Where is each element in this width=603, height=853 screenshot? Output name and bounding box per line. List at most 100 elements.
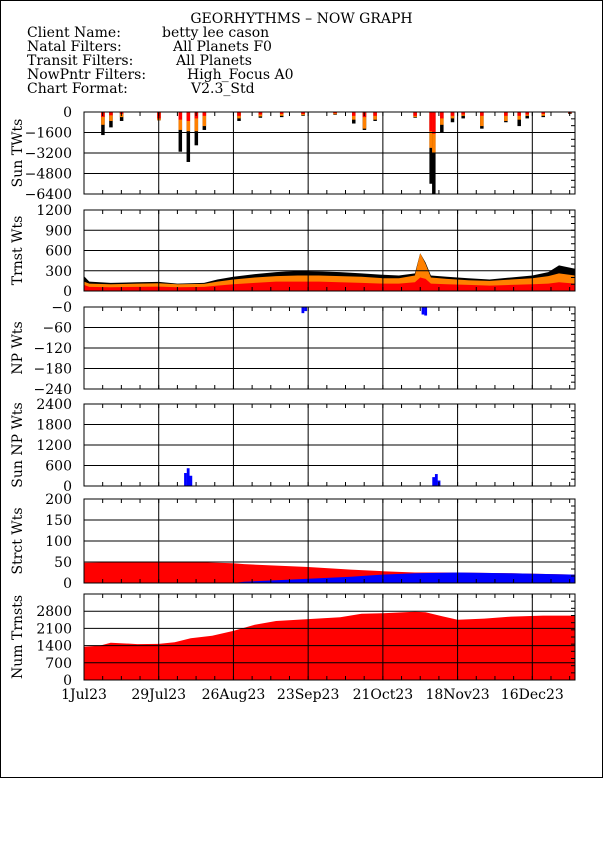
y-tick-label: 700	[45, 656, 72, 672]
y-tick-label: 1400	[36, 639, 72, 655]
y-tick-label: 50	[54, 555, 72, 571]
y-tick-label: 1800	[36, 418, 72, 434]
header-value-format: V2.3_Std	[191, 81, 255, 97]
y-axis-label: Sun TWts	[10, 119, 26, 188]
panel-trnst-wts: 1200 900 600 300 0 Trnst Wts	[10, 203, 576, 300]
y-axis-label: NP Wts	[10, 321, 26, 374]
y-tick-label: 2800	[36, 604, 72, 620]
sun-twts-red-bar	[352, 112, 356, 116]
sun-twts-orange-bar	[101, 112, 105, 125]
sun-twts-black-bar	[186, 112, 191, 162]
np-wts-blue-bar	[421, 307, 425, 315]
sun-twts-red-bar	[301, 112, 305, 114]
x-tick-label: 26Aug23	[202, 687, 266, 703]
sun-twts-red-bar	[186, 112, 191, 121]
y-tick-label: 0	[63, 284, 72, 300]
sun-twts-red-bar	[333, 112, 337, 114]
sun-twts-red-bar	[413, 112, 417, 116]
sun-twts-orange-bar	[178, 112, 183, 130]
sun-twts-red-bar	[279, 112, 284, 114]
y-axis-label: Trnst Wts	[10, 216, 26, 286]
y-tick-label: 1200	[36, 203, 72, 219]
sun-twts-red-bar	[202, 112, 207, 116]
y-tick-label: 150	[45, 513, 72, 529]
chart-header: GEORHYTHMS – NOW GRAPH Client Name: bett…	[0, 0, 603, 100]
sun-np-wts-blue-bar	[434, 474, 438, 486]
x-tick-label: 16Dec23	[501, 687, 564, 703]
y-tick-label: 100	[45, 534, 72, 550]
y-tick-label: 0	[63, 576, 72, 592]
trnst-wts-orange-area	[84, 253, 575, 291]
y-tick-label: −60	[42, 321, 72, 337]
y-tick-label: −6400	[25, 187, 72, 203]
header-label-nowpntr: NowPntr Filters:	[27, 67, 147, 83]
sun-np-wts-blue-bar	[184, 473, 187, 486]
y-tick-label: −120	[34, 341, 72, 357]
y-tick-label: −3200	[25, 146, 72, 162]
sun-np-wts-blue-bar	[189, 475, 193, 486]
header-label-transit: Transit Filters:	[27, 53, 134, 69]
y-tick-label: 600	[45, 244, 72, 260]
panel-sun-np-wts: 2400 1800 1200 600 0 Sun NP Wts	[10, 397, 576, 495]
y-tick-label: 0	[63, 479, 72, 495]
np-wts-blue-bar	[304, 307, 307, 312]
y-tick-label: −180	[34, 362, 72, 378]
y-tick-label: 2100	[36, 621, 72, 637]
panel-frame	[83, 111, 576, 195]
sun-twts-red-bar	[461, 112, 465, 115]
sun-twts-red-bar	[373, 112, 377, 116]
y-tick-label: 0	[63, 673, 72, 689]
y-tick-label: −1600	[25, 126, 72, 142]
sun-twts-red-bar	[517, 112, 521, 116]
panel-frame	[83, 498, 576, 584]
sun-twts-red-bar	[525, 112, 529, 115]
header-value-natal: All Planets F0	[173, 39, 272, 55]
header-value-transit: All Planets	[176, 53, 252, 69]
x-tick-label: 23Sep23	[277, 687, 339, 703]
sun-twts-red-bar	[258, 112, 263, 115]
y-tick-label: 200	[45, 492, 72, 508]
sun-twts-red-bar	[541, 112, 545, 114]
sun-twts-orange-bar	[194, 112, 199, 132]
chart-title: GEORHYTHMS – NOW GRAPH	[190, 11, 413, 27]
y-tick-label: −240	[34, 382, 72, 398]
panel-frame	[83, 593, 576, 681]
sun-twts-orange-bar	[109, 112, 113, 121]
sun-twts-red-bar	[109, 112, 113, 116]
strct-wts-blue-area	[84, 572, 575, 583]
sun-twts-orange-bar	[202, 112, 207, 127]
sun-twts-red-bar	[480, 112, 484, 116]
y-tick-label: 0	[63, 105, 72, 121]
sun-np-wts-blue-bar	[432, 477, 436, 486]
sun-twts-red-bar	[432, 112, 436, 134]
sun-twts-orange-bar	[362, 112, 367, 129]
sun-twts-black-bar	[178, 112, 183, 152]
header-value-client: betty lee cason	[162, 25, 270, 41]
sun-twts-red-bar	[450, 112, 455, 116]
y-tick-label: 1200	[36, 438, 72, 454]
panel-np-wts: −0 −60 −120 −180 −240 NP Wts	[10, 300, 576, 398]
sun-np-wts-blue-bar	[186, 468, 190, 486]
x-tick-label: 21Oct23	[353, 687, 414, 703]
panel-frame	[83, 209, 576, 292]
y-tick-label: 2400	[36, 397, 72, 413]
header-label-natal: Natal Filters:	[27, 39, 122, 55]
y-axis-label: Strct Wts	[10, 507, 26, 574]
header-label-format: Chart Format:	[27, 81, 128, 97]
header-label-client: Client Name:	[27, 25, 121, 41]
sun-twts-red-bar	[237, 112, 241, 116]
panel-frame	[83, 403, 576, 487]
sun-twts-red-bar	[440, 112, 444, 119]
panel-frame	[83, 306, 576, 390]
y-tick-label: 300	[45, 264, 72, 280]
sun-twts-orange-bar	[504, 112, 508, 121]
x-tick-label: 18Nov23	[425, 687, 489, 703]
sun-twts-red-bar	[178, 112, 183, 120]
panel-strct-wts: 200 150 100 50 0 Strct Wts	[10, 492, 576, 592]
sun-twts-orange-bar	[186, 112, 191, 132]
sun-twts-orange-bar	[480, 112, 484, 127]
y-tick-label: −4800	[25, 167, 72, 183]
